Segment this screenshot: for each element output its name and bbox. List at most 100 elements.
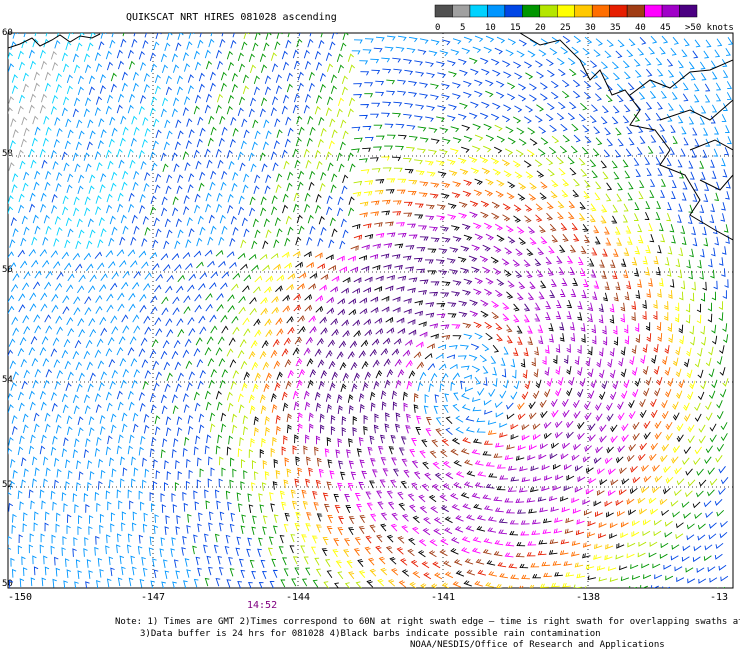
wind-barb [610,424,618,433]
wind-barb [61,492,67,501]
wind-barb [204,347,212,356]
wind-barb [28,49,35,59]
wind-barb [711,324,717,334]
wind-barb [229,261,237,269]
wind-barb [333,538,340,547]
wind-barb [504,552,514,558]
wind-barb [596,565,606,571]
wind-barb [631,367,638,376]
legend-swatch [539,4,558,18]
wind-barb [230,457,235,467]
wind-barb [56,33,59,38]
wind-barb [41,434,47,444]
wind-barb [154,426,161,435]
wind-barb [566,310,572,320]
wind-barb [314,50,321,60]
wind-barb [183,195,190,204]
wind-barb [316,457,322,467]
wind-barb [563,464,572,471]
wind-barb [497,562,507,568]
wind-barb [45,126,52,136]
wind-barb [496,179,505,187]
wind-barb [370,200,380,206]
wind-barb [676,577,685,583]
wind-barb [600,61,609,70]
wind-barb [243,228,250,238]
wind-barb [98,458,104,468]
wind-barb [238,96,246,106]
wind-barb [540,443,548,450]
wind-barb [84,196,91,205]
wind-barb [262,361,270,370]
wind-barb [677,159,683,168]
wind-barb [441,83,450,90]
wind-barb [414,115,423,121]
wind-barb [511,369,517,379]
wind-barb [465,525,475,532]
wind-barb [474,79,483,86]
wind-barb [703,127,709,136]
wind-barb [645,322,651,331]
wind-barb [610,479,619,486]
wind-barb [570,145,578,154]
wind-barb [418,539,427,547]
wind-barb [455,426,464,434]
wind-barb [442,483,451,491]
wind-barb [613,336,619,346]
wind-barb [569,101,577,110]
wind-barb [628,444,636,452]
wind-barb [279,535,285,544]
wind-barb [287,127,294,137]
wind-barb [198,182,205,192]
wind-barb [654,431,662,440]
wind-barb [380,512,387,521]
wind-barb [121,281,129,290]
wind-barb [624,291,630,301]
wind-barb [646,289,652,298]
wind-barb [342,33,349,41]
wind-barb [649,541,658,547]
wind-barb [661,410,669,420]
wind-barb [320,327,328,335]
wind-barb [240,481,245,490]
wind-barb [720,433,728,442]
wind-barb [352,416,358,425]
wind-barb [62,306,70,315]
wind-barb [496,583,503,588]
wind-barb [718,301,724,311]
wind-barb [66,184,73,194]
wind-barb [94,546,99,556]
wind-barb [515,248,523,257]
wind-barb [723,224,729,233]
wind-barb [44,281,52,290]
wind-barb [175,119,182,128]
wind-barb [309,368,317,378]
wind-barb [343,549,350,558]
wind-barb [205,60,213,70]
wind-barb [375,232,385,238]
wind-barb [259,253,268,261]
wind-barb [143,413,150,423]
wind-barb [491,300,500,308]
wind-barb [447,313,457,318]
wind-barb [89,130,96,139]
wind-barb [87,460,93,469]
wind-barb [382,167,392,172]
wind-barb [490,157,500,165]
wind-barb [518,487,528,493]
wind-barb [197,215,204,225]
wind-barb [160,253,169,261]
wind-barb [11,184,18,193]
wind-barb [230,215,237,225]
wind-barb [657,333,663,342]
wind-barb [363,223,372,229]
note-line-1: Note: 1) Times are GMT 2)Times correspon… [115,617,740,627]
wind-barb [110,413,117,423]
wind-barb [502,313,510,322]
wind-barb [645,201,651,209]
wind-barb [628,38,636,47]
wind-barb [526,270,533,279]
wind-barb [414,214,424,219]
wind-barb [141,359,149,368]
wind-barb [685,314,691,324]
